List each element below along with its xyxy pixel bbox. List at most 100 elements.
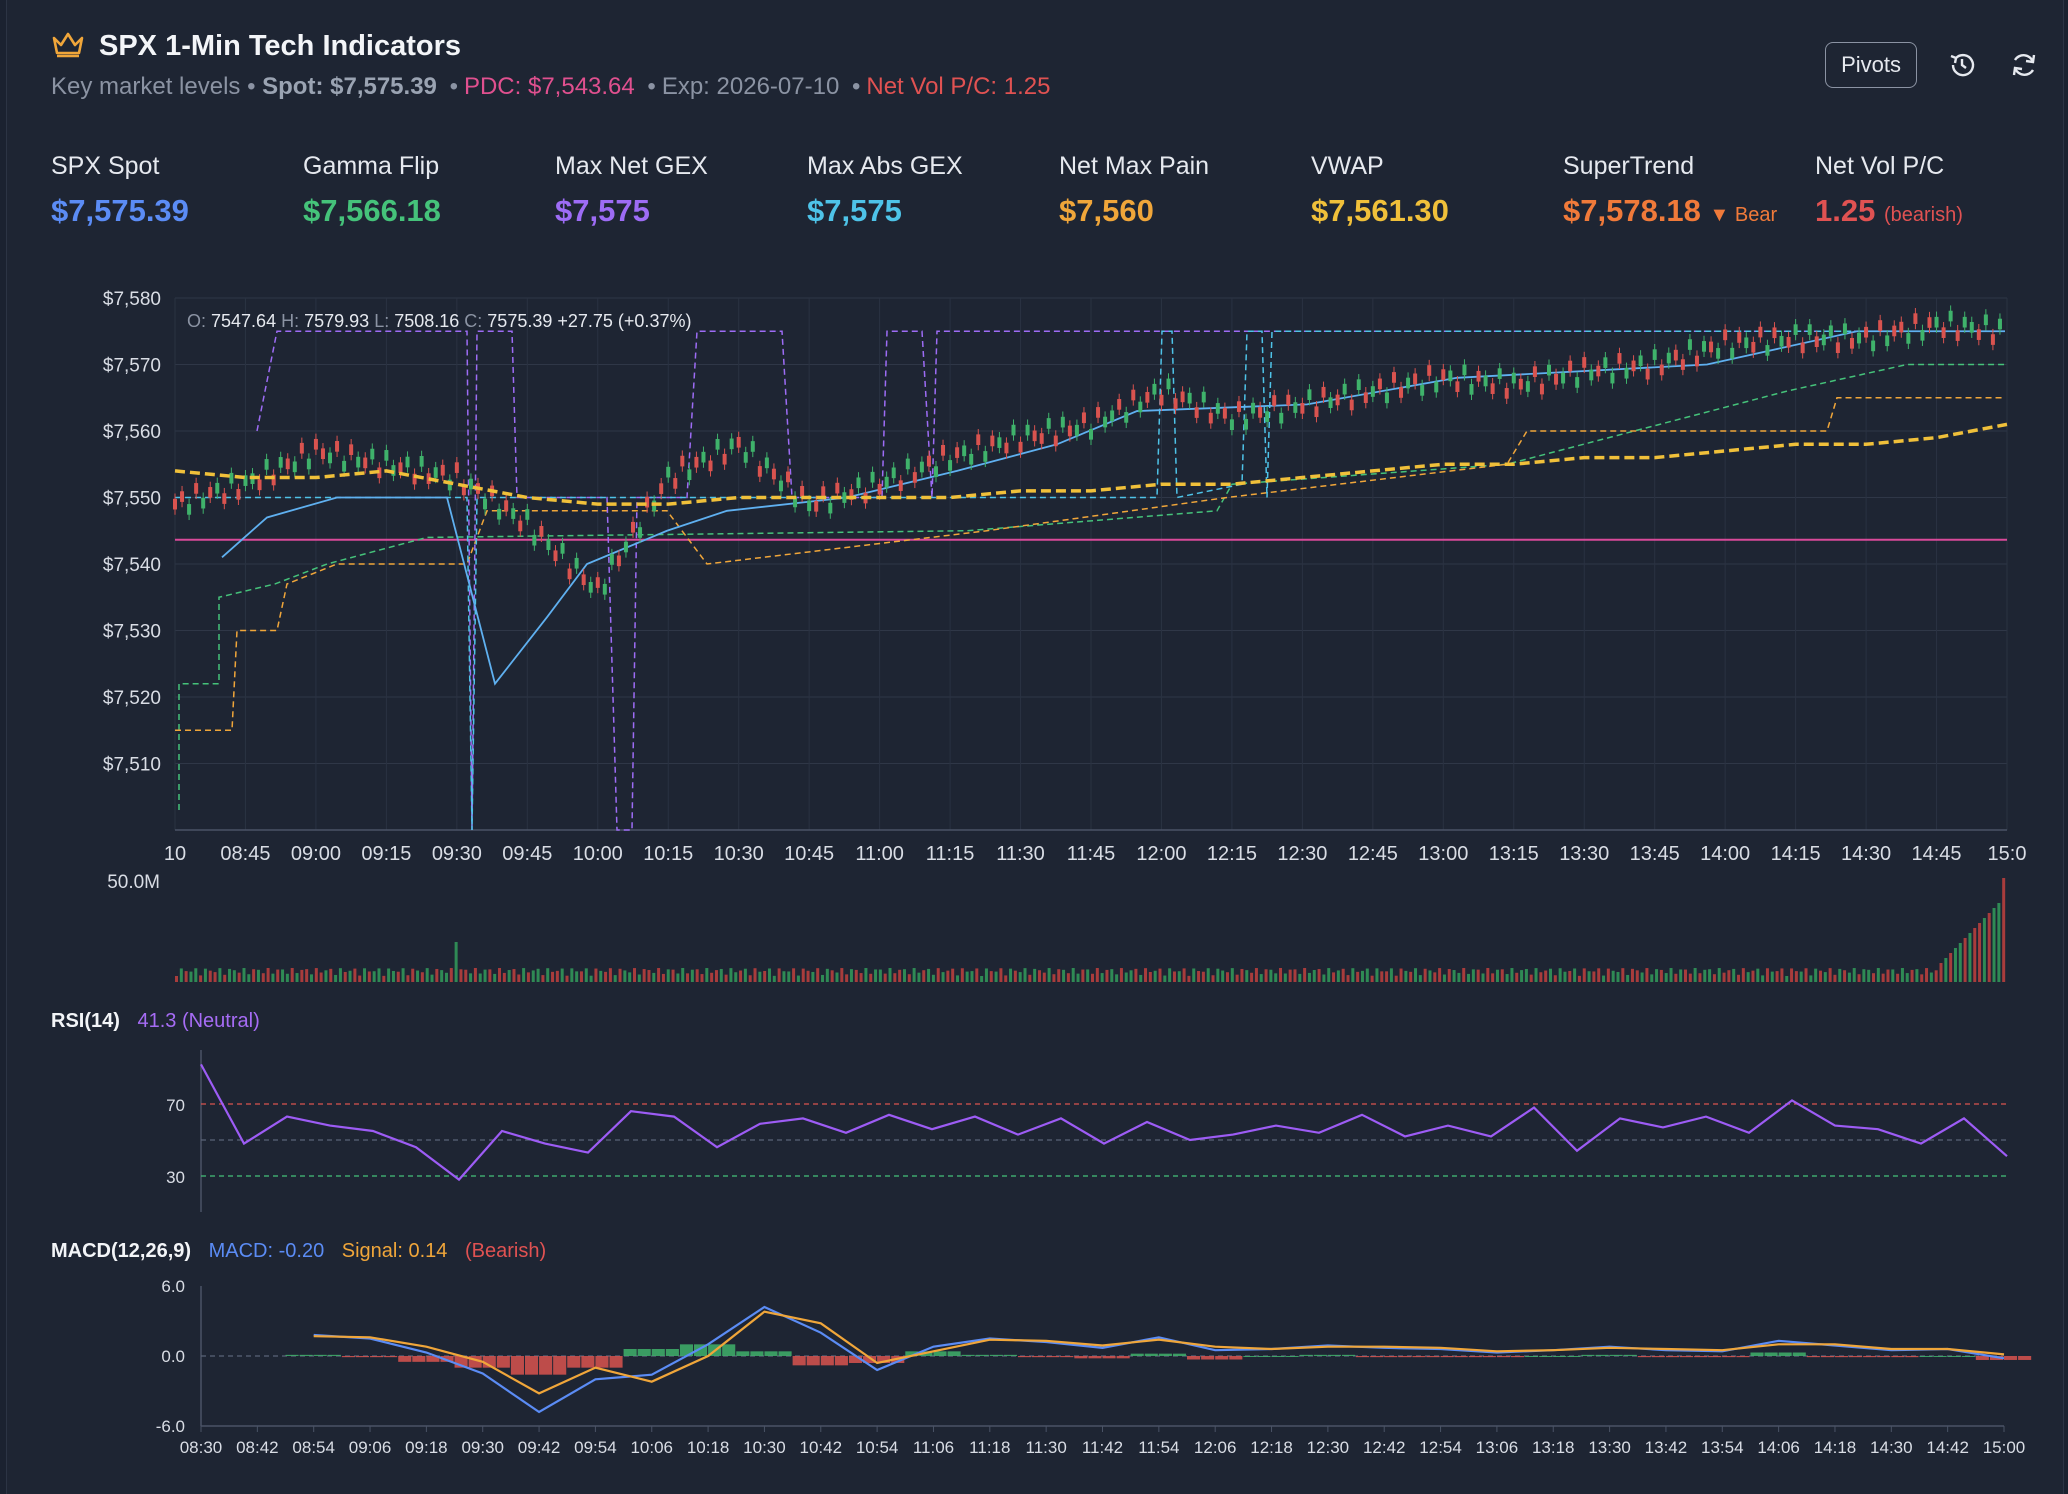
candle-body <box>1391 372 1396 383</box>
volume-bar <box>1717 968 1721 982</box>
volume-bar <box>753 968 757 982</box>
candle-body <box>701 451 706 463</box>
candle-body <box>588 582 593 593</box>
price-x-tick: 13:30 <box>1559 843 1609 865</box>
volume-bar <box>237 972 241 982</box>
volume-bar <box>1119 968 1123 982</box>
macd-histogram-bar <box>623 1349 637 1356</box>
history-icon[interactable] <box>1945 48 1979 82</box>
price-y-tick: $7,550 <box>103 489 161 510</box>
macd-histogram-bar <box>1553 1356 1567 1357</box>
macd-histogram-bar <box>750 1351 764 1356</box>
volume-bar <box>878 969 882 982</box>
volume-bar <box>1187 975 1191 982</box>
candle-body <box>884 476 889 488</box>
macd-histogram-bar <box>1539 1356 1553 1357</box>
max-pain-line <box>175 397 2005 731</box>
macd-histogram-bar <box>1172 1353 1187 1356</box>
price-x-tick: 08:45 <box>220 843 270 865</box>
macd-histogram-bar <box>1158 1353 1172 1356</box>
macd-histogram-bar <box>1271 1356 1285 1357</box>
macd-histogram-bar <box>299 1354 313 1356</box>
candle-body <box>1800 342 1805 354</box>
candle-body <box>1420 385 1425 396</box>
macd-histogram-bar <box>792 1356 806 1366</box>
macd-histogram-bar <box>1046 1356 1060 1358</box>
macd-state: (Bearish) <box>464 1240 547 1262</box>
macd-x-tick: 13:54 <box>1701 1438 1744 1457</box>
volume-bar <box>652 972 656 982</box>
candle-body <box>426 473 431 484</box>
candle-body <box>1941 327 1946 338</box>
macd-histogram-bar <box>651 1349 665 1356</box>
candle-body <box>1215 403 1220 414</box>
volume-bar <box>787 971 791 982</box>
macd-histogram-bar <box>2004 1356 2018 1360</box>
candle-body <box>1730 347 1735 359</box>
volume-bar <box>671 969 675 982</box>
candle-body <box>1244 418 1249 430</box>
candle-body <box>835 482 840 494</box>
volume-bar <box>300 969 304 982</box>
volume-bar <box>348 970 352 982</box>
macd-histogram-bar <box>1891 1356 1905 1358</box>
volume-bar <box>1558 968 1562 982</box>
candle-body <box>828 502 833 514</box>
volume-bar <box>1462 968 1466 982</box>
volume-bar <box>1529 974 1533 982</box>
candle-body <box>1624 367 1629 379</box>
candle-body <box>1208 412 1213 424</box>
volume-bar <box>517 974 521 982</box>
macd-x-tick: 10:18 <box>687 1438 730 1457</box>
candle-body <box>969 453 974 465</box>
volume-bar <box>175 976 178 982</box>
candle-body <box>842 492 847 503</box>
candle-body <box>1265 411 1270 422</box>
volume-bar <box>507 970 511 982</box>
macd-histogram-bar <box>2018 1356 2032 1360</box>
candle-body <box>1990 334 1995 345</box>
candle-body <box>983 451 988 462</box>
volume-bar <box>1471 969 1475 982</box>
crown-icon <box>51 30 85 63</box>
volume-bar <box>1442 974 1446 982</box>
macd-histogram-bar <box>891 1356 905 1363</box>
candle-body <box>1089 428 1093 440</box>
price-x-tick: 09:00 <box>291 843 341 865</box>
volume-bar <box>1351 968 1355 982</box>
candle-body <box>419 456 424 467</box>
volume-bar <box>1780 968 1784 982</box>
volume-bar <box>1303 968 1307 982</box>
price-x-tick: 15:0 <box>1988 843 2027 865</box>
macd-histogram-bar <box>961 1354 975 1356</box>
volume-bar <box>917 972 921 982</box>
macd-histogram-bar <box>1088 1356 1102 1359</box>
volume-bar <box>604 971 608 982</box>
volume-bar <box>1076 973 1080 982</box>
candle-body <box>1272 395 1277 406</box>
volume-bar <box>1587 971 1591 982</box>
macd-histogram-bar <box>1215 1356 1229 1360</box>
volume-bar <box>1553 975 1557 982</box>
price-x-tick: 14:00 <box>1700 843 1750 865</box>
refresh-icon[interactable] <box>2007 48 2041 82</box>
candle-body <box>257 479 262 491</box>
volume-bar <box>1500 969 1504 982</box>
pivots-button[interactable]: Pivots <box>1825 42 1917 88</box>
volume-bar <box>387 968 391 982</box>
volume-bar <box>2002 878 2006 982</box>
candle-body <box>292 461 297 473</box>
candle-body <box>1835 342 1840 354</box>
candle-body <box>1053 435 1058 447</box>
candle-body <box>1582 357 1587 368</box>
volume-bar <box>1809 975 1813 982</box>
candle-body <box>764 457 769 469</box>
macd-histogram-bar <box>1665 1356 1680 1358</box>
price-x-tick: 09:15 <box>361 843 411 865</box>
volume-bar <box>1900 968 1904 982</box>
volume-bar <box>1139 974 1143 982</box>
candle-body <box>743 452 748 463</box>
volume-bar <box>1804 968 1808 982</box>
volume-bar <box>1274 973 1278 982</box>
candle-body <box>997 437 1002 448</box>
